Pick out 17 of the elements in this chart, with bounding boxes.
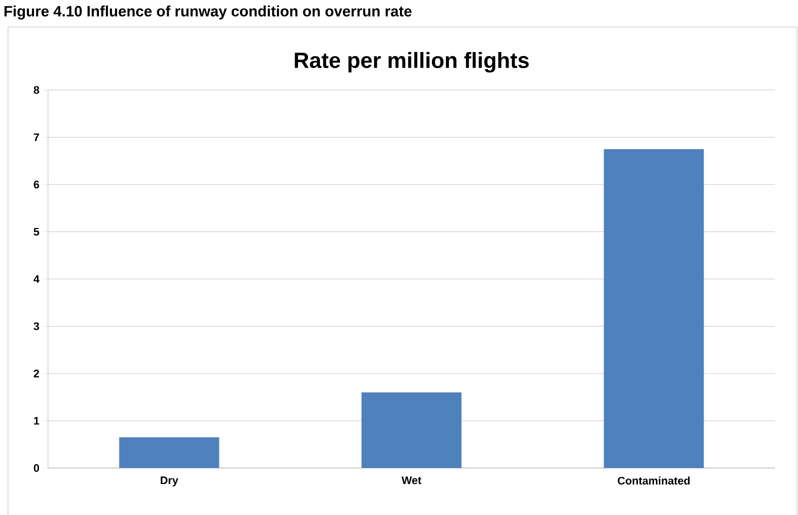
caption: Figure 4.10 Influence of runway condition on overrun rate — [4, 6, 412, 20]
y-tick-label: 4 — [34, 275, 40, 283]
y-tick-label: 1 — [34, 416, 40, 425]
x-tick-label: Contaminated — [618, 476, 690, 485]
bar — [119, 437, 220, 468]
y-tick-label: 5 — [34, 228, 40, 236]
chart-title: Rate per million flights — [294, 52, 529, 73]
y-tick-label: 0 — [34, 464, 40, 472]
y-tick-label: 6 — [34, 180, 40, 188]
x-tick-label: Wet — [402, 476, 422, 484]
y-tick-label: 7 — [34, 133, 39, 142]
y-tick-label: 8 — [34, 86, 40, 94]
bar — [362, 392, 462, 468]
bar — [604, 149, 704, 468]
y-tick-label: 2 — [34, 370, 40, 378]
x-tick-label: Dry — [160, 476, 178, 486]
y-tick-label: 3 — [34, 322, 40, 330]
